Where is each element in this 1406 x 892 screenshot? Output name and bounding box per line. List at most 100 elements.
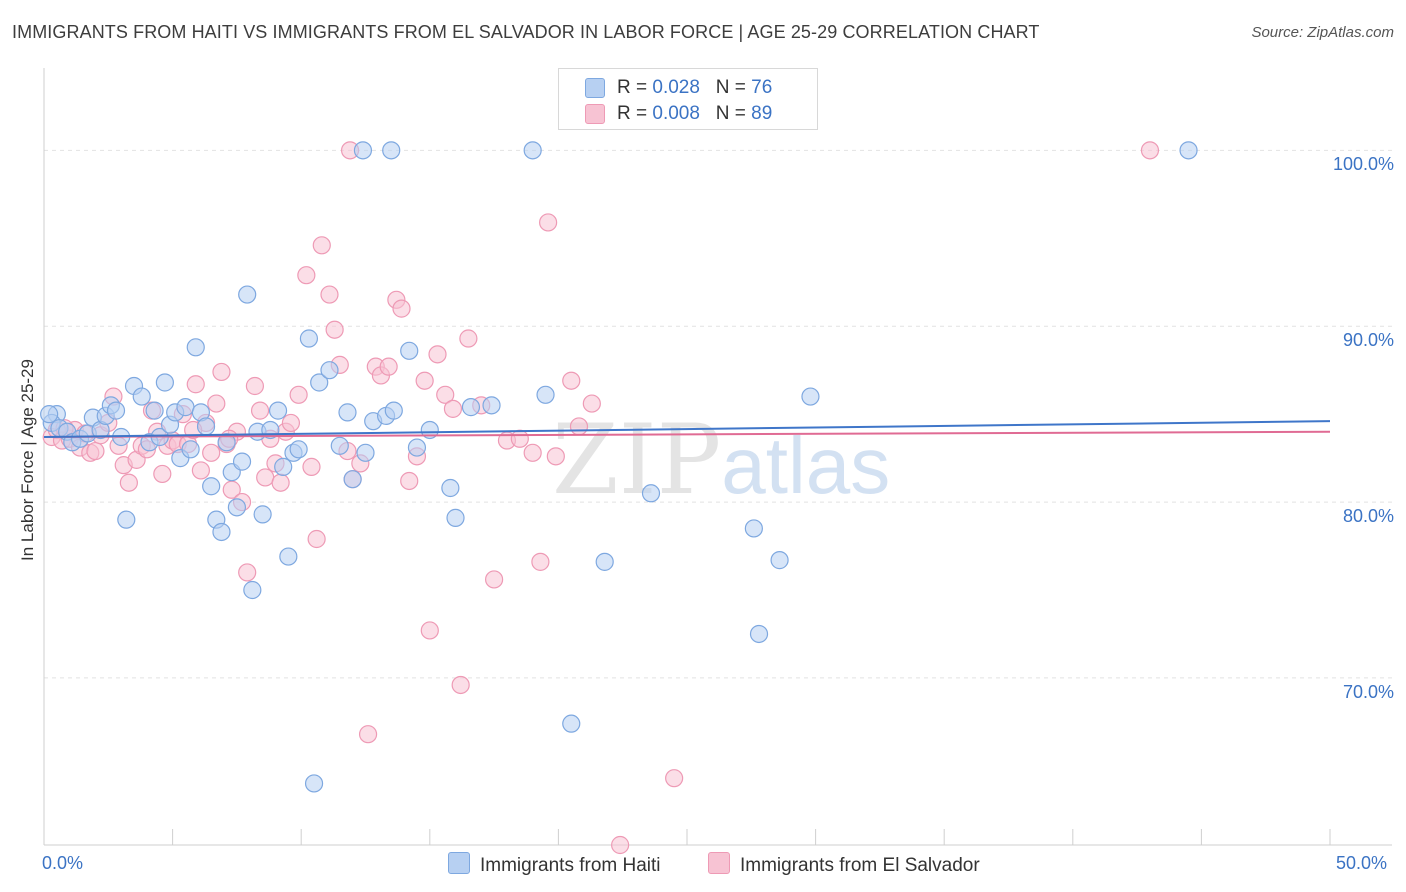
data-point-haiti bbox=[289, 440, 308, 459]
data-point-haiti bbox=[641, 484, 661, 503]
bottom-legend-haiti: Immigrants from Haiti bbox=[448, 852, 661, 877]
data-point-haiti bbox=[343, 470, 362, 489]
legend-text-haiti: R = 0.028 N = 76 bbox=[617, 77, 772, 99]
data-point-el-salvador bbox=[459, 329, 478, 348]
data-point-el-salvador bbox=[256, 468, 275, 487]
chart-title: IMMIGRANTS FROM HAITI VS IMMIGRANTS FROM… bbox=[12, 22, 1040, 42]
data-point-el-salvador bbox=[665, 769, 684, 788]
data-point-el-salvador bbox=[415, 371, 434, 390]
data-point-haiti bbox=[320, 361, 339, 380]
data-point-haiti bbox=[595, 552, 614, 571]
data-point-haiti bbox=[202, 477, 221, 496]
data-point-el-salvador bbox=[611, 835, 630, 855]
data-point-haiti bbox=[186, 338, 205, 357]
legend-r-label: R = bbox=[617, 103, 653, 124]
data-point-haiti bbox=[106, 401, 126, 420]
data-point-haiti bbox=[268, 401, 288, 420]
data-point-haiti bbox=[523, 141, 542, 160]
data-point-el-salvador bbox=[202, 443, 221, 462]
trend-line-el-salvador bbox=[43, 430, 1331, 438]
bottom-legend-salvador: Immigrants from El Salvador bbox=[708, 852, 980, 877]
data-point-el-salvador bbox=[238, 563, 257, 582]
data-point-haiti bbox=[304, 774, 324, 793]
data-point-el-salvador bbox=[191, 461, 210, 480]
data-point-el-salvador bbox=[531, 552, 550, 571]
data-point-el-salvador bbox=[379, 357, 398, 376]
data-point-el-salvador bbox=[86, 441, 105, 461]
data-point-haiti bbox=[212, 522, 231, 542]
data-point-haiti bbox=[145, 401, 164, 420]
data-point-haiti bbox=[382, 141, 401, 160]
data-point-el-salvador bbox=[289, 385, 308, 404]
watermark: ZIPatlas bbox=[552, 404, 890, 516]
data-point-haiti bbox=[338, 403, 357, 422]
x-tick-label-min: 0.0% bbox=[42, 853, 84, 873]
data-point-el-salvador bbox=[428, 345, 447, 364]
data-point-el-salvador bbox=[436, 385, 455, 404]
legend-n-value: 89 bbox=[751, 103, 773, 124]
data-point-el-salvador bbox=[358, 725, 378, 744]
bottom-legend-label-haiti: Immigrants from Haiti bbox=[480, 855, 661, 876]
data-point-haiti bbox=[441, 478, 460, 498]
data-point-haiti bbox=[310, 373, 329, 392]
data-point-haiti bbox=[420, 420, 439, 440]
data-point-el-salvador bbox=[582, 394, 601, 413]
y-tick-label: 100.0% bbox=[1332, 154, 1394, 175]
data-point-el-salvador bbox=[281, 413, 301, 433]
data-point-el-salvador bbox=[153, 464, 172, 484]
series-haiti-points bbox=[40, 141, 1198, 793]
data-point-haiti bbox=[384, 401, 403, 420]
data-point-el-salvador bbox=[523, 443, 542, 462]
data-point-haiti bbox=[232, 452, 252, 471]
data-point-haiti bbox=[132, 387, 151, 406]
data-point-el-salvador bbox=[485, 570, 504, 589]
data-point-haiti bbox=[461, 398, 481, 417]
data-point-haiti bbox=[1179, 141, 1198, 160]
data-point-haiti bbox=[770, 551, 789, 570]
legend-n-label: N = bbox=[715, 77, 752, 98]
data-point-el-salvador bbox=[325, 320, 344, 339]
axes bbox=[43, 68, 1392, 846]
data-point-haiti bbox=[562, 714, 581, 733]
data-point-haiti bbox=[196, 417, 216, 436]
data-point-el-salvador bbox=[302, 457, 321, 476]
legend-n-label: N = bbox=[715, 103, 752, 124]
trend-lines bbox=[43, 420, 1331, 438]
data-point-haiti bbox=[353, 141, 373, 160]
data-point-el-salvador bbox=[569, 417, 589, 436]
data-point-el-salvador bbox=[320, 285, 339, 304]
legend-r-value: 0.008 bbox=[652, 103, 700, 124]
data-point-haiti bbox=[40, 405, 59, 424]
data-point-haiti bbox=[238, 285, 257, 304]
data-point-el-salvador bbox=[400, 471, 419, 491]
data-point-haiti bbox=[407, 438, 427, 457]
bottom-legend-swatch-salvador bbox=[708, 852, 730, 874]
trend-line-haiti bbox=[43, 420, 1331, 438]
x-tick-label-max: 50.0% bbox=[1336, 853, 1388, 873]
y-tick-label: 80.0% bbox=[1342, 506, 1394, 527]
y-axis-title: In Labor Force | Age 25-29 bbox=[18, 359, 37, 561]
data-point-el-salvador bbox=[443, 399, 463, 418]
data-point-haiti bbox=[181, 440, 200, 459]
legend-r-value: 0.028 bbox=[652, 77, 700, 98]
bottom-legend-label-salvador: Immigrants from El Salvador bbox=[740, 855, 980, 876]
data-point-haiti bbox=[117, 510, 136, 529]
data-point-haiti bbox=[446, 508, 465, 527]
data-point-haiti bbox=[749, 624, 769, 644]
data-point-el-salvador bbox=[245, 376, 265, 396]
data-point-el-salvador bbox=[562, 371, 581, 390]
data-point-haiti bbox=[482, 396, 501, 415]
data-point-haiti bbox=[356, 443, 375, 462]
data-point-el-salvador bbox=[212, 362, 231, 382]
stats-legend: R = 0.028 N = 76 R = 0.008 N = 89 bbox=[558, 68, 818, 130]
y-tick-label: 70.0% bbox=[1342, 681, 1394, 702]
data-point-el-salvador bbox=[392, 299, 411, 318]
data-point-el-salvador bbox=[546, 447, 565, 466]
data-point-el-salvador bbox=[307, 529, 326, 549]
data-point-el-salvador bbox=[250, 401, 270, 420]
data-point-haiti bbox=[176, 398, 195, 417]
data-point-haiti bbox=[155, 373, 174, 392]
grid-lines bbox=[44, 149, 1392, 679]
data-point-el-salvador bbox=[451, 675, 470, 695]
